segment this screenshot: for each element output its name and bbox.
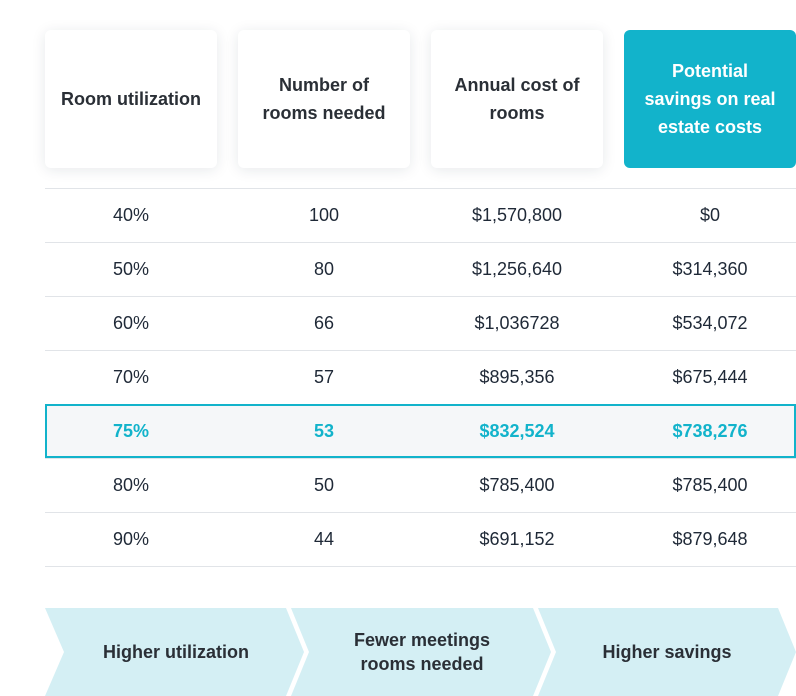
cell-savings: $738,276 — [672, 420, 748, 441]
cell-rooms-needed: 100 — [308, 205, 340, 225]
chevron-arrow-icon — [291, 608, 551, 696]
cell-rooms-needed: 80 — [313, 259, 335, 279]
cell-annual-cost: $1,570,800 — [471, 205, 563, 225]
table-row-highlighted: 75% 53 $832,524 $738,276 — [45, 404, 796, 458]
cell-annual-cost: $895,356 — [479, 367, 555, 387]
cell-utilization: 50% — [112, 259, 150, 279]
header-annual-cost: Annual cost of rooms — [431, 30, 603, 168]
table-row: 90% 44 $691,152 $879,648 — [45, 512, 796, 567]
cell-utilization: 70% — [112, 367, 150, 387]
table-row: 70% 57 $895,356 $675,444 — [45, 350, 796, 404]
table-row: 50% 80 $1,256,640 $314,360 — [45, 242, 796, 296]
cell-rooms-needed: 44 — [313, 529, 335, 549]
flow-step-higher-savings: Higher savings — [602, 642, 732, 662]
header-room-utilization: Room utilization — [45, 30, 217, 168]
flow-chevrons — [45, 608, 796, 696]
cell-annual-cost: $785,400 — [479, 475, 555, 495]
cell-savings: $675,444 — [672, 367, 748, 387]
table-row: 40% 100 $1,570,800 $0 — [45, 188, 796, 242]
cell-annual-cost: $1,256,640 — [471, 259, 563, 279]
cell-rooms-needed: 66 — [313, 313, 335, 333]
table-row: 80% 50 $785,400 $785,400 — [45, 458, 796, 512]
cell-annual-cost: $832,524 — [479, 420, 555, 441]
cell-utilization: 40% — [112, 205, 150, 225]
cell-utilization: 90% — [112, 529, 150, 549]
benefit-flow: Higher utilization Fewer meetings rooms … — [45, 608, 796, 696]
table-row: 60% 66 $1,036728 $534,072 — [45, 296, 796, 350]
header-rooms-needed: Number of rooms needed — [238, 30, 410, 168]
cell-rooms-needed: 53 — [313, 420, 335, 441]
cell-utilization: 80% — [112, 475, 150, 495]
chevron-arrow-icon — [538, 608, 796, 696]
cell-savings: $785,400 — [672, 475, 748, 495]
chevron-arrow-icon — [45, 608, 304, 696]
cell-savings: $314,360 — [672, 259, 748, 279]
flow-step-higher-utilization: Higher utilization — [103, 642, 249, 662]
flow-step-fewer-rooms: Fewer meetings rooms needed — [353, 630, 491, 674]
cell-rooms-needed: 57 — [313, 367, 335, 387]
utilization-table: 40% 100 $1,570,800 $0 50% 80 $1,256,640 … — [45, 188, 796, 567]
cell-savings: $0 — [699, 205, 721, 225]
cell-utilization: 60% — [112, 313, 150, 333]
cell-annual-cost: $691,152 — [479, 529, 555, 549]
cell-rooms-needed: 50 — [313, 475, 335, 495]
cell-savings: $534,072 — [672, 313, 748, 333]
cell-savings: $879,648 — [672, 529, 748, 549]
cell-utilization: 75% — [112, 420, 150, 441]
cell-annual-cost: $1,036728 — [474, 313, 560, 333]
header-potential-savings: Potential savings on real estate costs — [624, 30, 796, 168]
